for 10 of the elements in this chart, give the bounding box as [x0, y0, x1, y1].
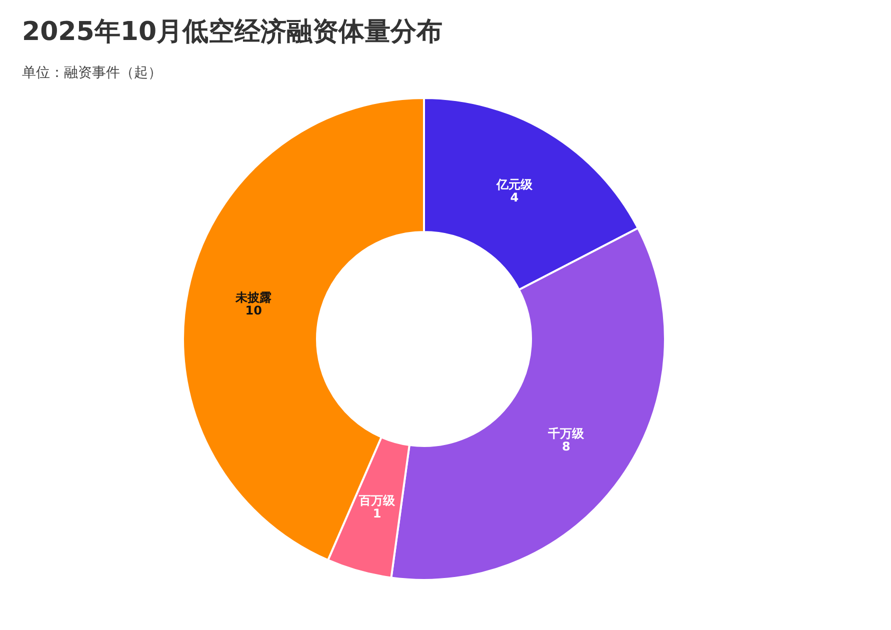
slice-label: 未披露 — [234, 290, 272, 305]
data-label: 10 — [245, 304, 262, 318]
slice-label: 亿元级 — [495, 177, 534, 192]
chart-subtitle: 单位：融资事件（起） — [22, 65, 162, 81]
chart-title: 2025年10月低空经济融资体量分布 — [22, 17, 443, 47]
slice-label: 百万级 — [358, 494, 396, 508]
data-label: 4 — [510, 190, 519, 204]
data-label: 1 — [372, 506, 382, 521]
data-label: 8 — [562, 439, 570, 454]
slice-label: 千万级 — [547, 426, 586, 440]
